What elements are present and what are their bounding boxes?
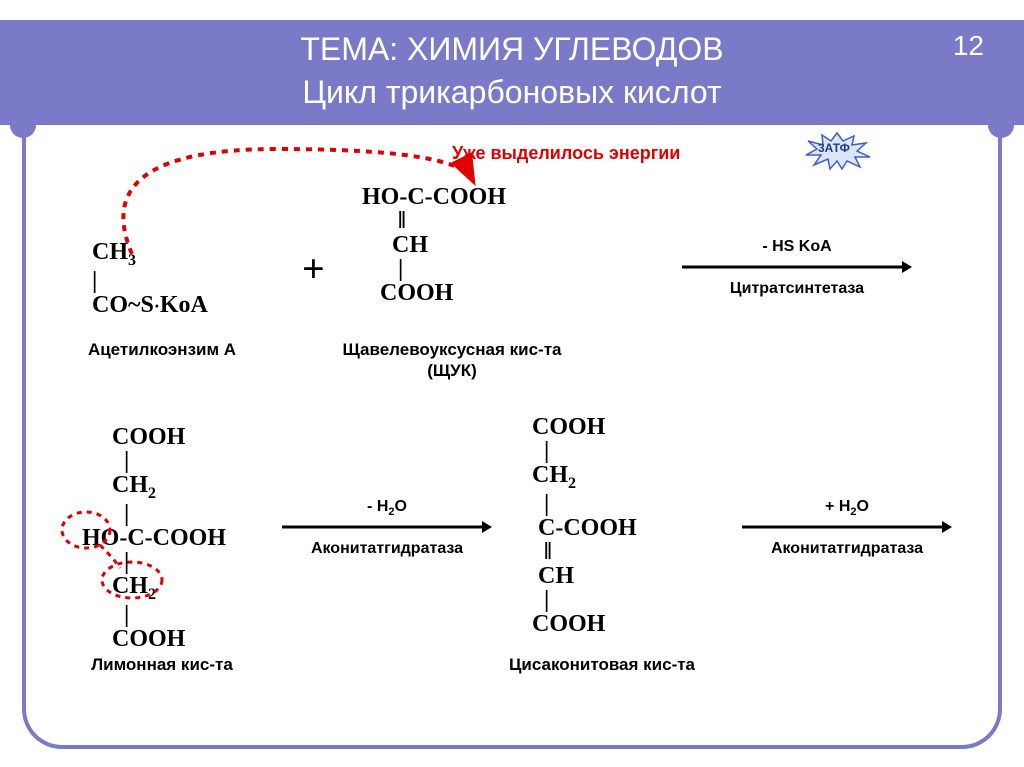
arrow3-top: + H2O [742, 498, 952, 518]
arrow1-top: - HS KoA [682, 238, 912, 256]
page-number: 12 [953, 30, 984, 62]
mol-acetyl-coa: CH3 | CO~S·KoA [92, 240, 208, 317]
reaction-arrow-2: - H2O Аконитатгидратаза [282, 520, 492, 534]
arrow2-top: - H2O [282, 498, 492, 518]
content-area: Уже выделилось энергии 3АТФ CH3 | CO~S·K… [22, 125, 1002, 749]
reaction-arrow-1: - HS KoA Цитратсинтетаза [682, 260, 912, 274]
mol-cis-aconitate: COOH | CH2 | C-COOH ‖ CH | COOH [532, 415, 637, 636]
arrow2-bottom: Аконитатгидратаза [282, 540, 492, 558]
arrow1-bottom: Цитратсинтетаза [682, 280, 912, 298]
slide-header: ТЕМА: ХИМИЯ УГЛЕВОДОВ Цикл трикарбоновых… [0, 20, 1024, 125]
label-cis-aconitate: Цисаконитовая кис-та [472, 655, 732, 675]
reaction-arrow-3: + H2O Аконитатгидратаза [742, 520, 952, 534]
plus-sign: + [302, 245, 325, 292]
atp-label: 3АТФ [818, 141, 850, 155]
label-oxaloacetate-abbrev: (ЩУК) [322, 361, 582, 381]
mol-citric: COOH | CH2 | HO-C-COOH | CH2 | COOH [82, 425, 226, 651]
energy-annotation: Уже выделилось энергии [452, 143, 680, 164]
label-citric: Лимонная кис-та [62, 655, 262, 675]
arrow3-bottom: Аконитатгидратаза [742, 540, 952, 558]
mol-oxaloacetate: HO-C-COOH ‖ CH | COOH [362, 185, 506, 305]
header-subtitle: Цикл трикарбоновых кислот [0, 71, 1024, 114]
label-acetyl-coa: Ацетилкоэнзим А [62, 340, 262, 360]
header-title: ТЕМА: ХИМИЯ УГЛЕВОДОВ [0, 28, 1024, 71]
label-oxaloacetate: Щавелевоуксусная кис-та [322, 340, 582, 360]
